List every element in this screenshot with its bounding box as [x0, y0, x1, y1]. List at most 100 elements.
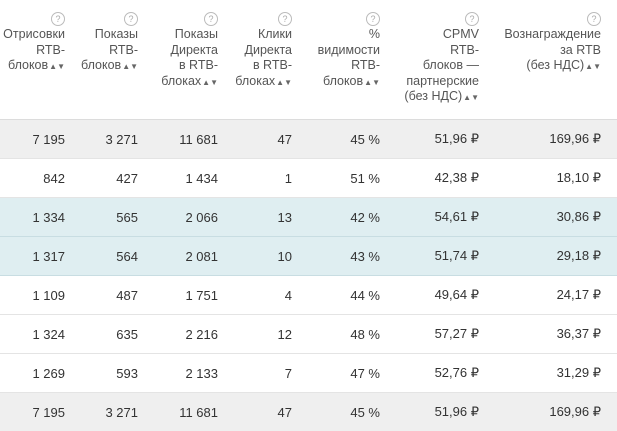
- table-row[interactable]: 1 324 635 2 216 12 48 % 57,27 ₽ 36,37 ₽: [0, 315, 617, 354]
- col-header-rtb-renders[interactable]: ? Отрисовки RTB- блоков▲▼: [0, 0, 81, 120]
- table-cell: 24,17 ₽: [495, 276, 617, 315]
- table-cell: 48 %: [308, 315, 396, 354]
- sort-icon[interactable]: ▲▼: [202, 78, 218, 87]
- table-cell: 11 681: [154, 120, 234, 159]
- table-cell: 1 434: [154, 159, 234, 198]
- sort-icon[interactable]: ▲▼: [49, 62, 65, 71]
- table-cell: 1 751: [154, 276, 234, 315]
- col-header-label: %: [369, 27, 380, 41]
- col-header-label: RTB-: [450, 43, 479, 57]
- table-row[interactable]: 842 427 1 434 1 51 % 42,38 ₽ 18,10 ₽: [0, 159, 617, 198]
- table-cell: 635: [81, 315, 154, 354]
- sort-icon[interactable]: ▲▼: [122, 62, 138, 71]
- table-cell: 31,29 ₽: [495, 354, 617, 393]
- col-header-label: Директа: [171, 43, 219, 57]
- col-header-visibility[interactable]: ? % видимости RTB- блоков▲▼: [308, 0, 396, 120]
- col-header-label: RTB-: [351, 58, 380, 72]
- table-cell: 54,61 ₽: [396, 198, 495, 237]
- table-cell: 1 109: [0, 276, 81, 315]
- col-header-label: блоках: [161, 74, 201, 88]
- table-cell: 1 334: [0, 198, 81, 237]
- table-cell: 45 %: [308, 393, 396, 431]
- table-cell: 18,10 ₽: [495, 159, 617, 198]
- help-icon[interactable]: ?: [465, 12, 479, 26]
- table-cell: 169,96 ₽: [495, 393, 617, 431]
- table-cell: 487: [81, 276, 154, 315]
- table-cell: 42 %: [308, 198, 396, 237]
- table-cell: 47: [234, 120, 308, 159]
- table-cell: 44 %: [308, 276, 396, 315]
- table-cell: 1: [234, 159, 308, 198]
- total-row: 7 195 3 271 11 681 47 45 % 51,96 ₽ 169,9…: [0, 393, 617, 431]
- col-header-label: партнерские: [406, 74, 479, 88]
- table-cell: 2 133: [154, 354, 234, 393]
- col-header-cpmv[interactable]: ? CPMV RTB- блоков — партнерские (без НД…: [396, 0, 495, 120]
- table-cell: 45 %: [308, 120, 396, 159]
- help-icon[interactable]: ?: [366, 12, 380, 26]
- table-cell: 11 681: [154, 393, 234, 431]
- help-icon[interactable]: ?: [278, 12, 292, 26]
- col-header-rtb-shows[interactable]: ? Показы RTB- блоков▲▼: [81, 0, 154, 120]
- col-header-label: блоков: [8, 58, 48, 72]
- sort-icon[interactable]: ▲▼: [364, 78, 380, 87]
- col-header-label: блоков: [323, 74, 363, 88]
- sort-icon[interactable]: ▲▼: [276, 78, 292, 87]
- col-header-label: за RTB: [560, 43, 601, 57]
- total-row: 7 195 3 271 11 681 47 45 % 51,96 ₽ 169,9…: [0, 120, 617, 159]
- col-header-label: блоков —: [423, 58, 479, 72]
- sort-icon[interactable]: ▲▼: [463, 93, 479, 102]
- table-cell: 12: [234, 315, 308, 354]
- table-cell: 51,96 ₽: [396, 393, 495, 431]
- table-cell: 7: [234, 354, 308, 393]
- table-cell: 36,37 ₽: [495, 315, 617, 354]
- table-cell: 43 %: [308, 237, 396, 276]
- table-row-highlighted[interactable]: 1 317 564 2 081 10 43 % 51,74 ₽ 29,18 ₽: [0, 237, 617, 276]
- table-row[interactable]: 1 109 487 1 751 4 44 % 49,64 ₽ 24,17 ₽: [0, 276, 617, 315]
- col-header-label: Показы: [95, 27, 138, 41]
- col-header-label: Показы: [175, 27, 218, 41]
- table-cell: 3 271: [81, 393, 154, 431]
- col-header-label: CPMV: [443, 27, 479, 41]
- col-header-label: Вознаграждение: [504, 27, 601, 41]
- help-icon[interactable]: ?: [124, 12, 138, 26]
- table-cell: 49,64 ₽: [396, 276, 495, 315]
- table-cell: 52,76 ₽: [396, 354, 495, 393]
- col-header-label: (без НДС): [526, 58, 584, 72]
- help-icon[interactable]: ?: [587, 12, 601, 26]
- col-header-direct-clicks[interactable]: ? Клики Директа в RTB- блоках▲▼: [234, 0, 308, 120]
- col-header-label: (без НДС): [404, 89, 462, 103]
- table-cell: 4: [234, 276, 308, 315]
- col-header-label: RTB-: [36, 43, 65, 57]
- table-cell: 29,18 ₽: [495, 237, 617, 276]
- col-header-label: Директа: [245, 43, 293, 57]
- table-cell: 10: [234, 237, 308, 276]
- table-cell: 1 317: [0, 237, 81, 276]
- help-icon[interactable]: ?: [204, 12, 218, 26]
- table-cell: 13: [234, 198, 308, 237]
- col-header-direct-shows[interactable]: ? Показы Директа в RTB- блоках▲▼: [154, 0, 234, 120]
- col-header-label: блоках: [235, 74, 275, 88]
- table-cell: 2 081: [154, 237, 234, 276]
- table-row[interactable]: 1 269 593 2 133 7 47 % 52,76 ₽ 31,29 ₽: [0, 354, 617, 393]
- table-cell: 7 195: [0, 393, 81, 431]
- table-cell: 593: [81, 354, 154, 393]
- col-header-label: Клики: [258, 27, 292, 41]
- col-header-label: Отрисовки: [3, 27, 65, 41]
- table-row-highlighted[interactable]: 1 334 565 2 066 13 42 % 54,61 ₽ 30,86 ₽: [0, 198, 617, 237]
- table-cell: 47: [234, 393, 308, 431]
- table-cell: 30,86 ₽: [495, 198, 617, 237]
- header-row: ? Отрисовки RTB- блоков▲▼ ? Показы RTB- …: [0, 0, 617, 120]
- help-icon[interactable]: ?: [51, 12, 65, 26]
- table-cell: 51,74 ₽: [396, 237, 495, 276]
- table-cell: 2 066: [154, 198, 234, 237]
- col-header-reward[interactable]: ? Вознаграждение за RTB (без НДС)▲▼: [495, 0, 617, 120]
- sort-icon[interactable]: ▲▼: [585, 62, 601, 71]
- col-header-label: видимости: [318, 43, 380, 57]
- table-cell: 47 %: [308, 354, 396, 393]
- table-cell: 842: [0, 159, 81, 198]
- table-cell: 57,27 ₽: [396, 315, 495, 354]
- table-cell: 2 216: [154, 315, 234, 354]
- table-cell: 427: [81, 159, 154, 198]
- table-cell: 51,96 ₽: [396, 120, 495, 159]
